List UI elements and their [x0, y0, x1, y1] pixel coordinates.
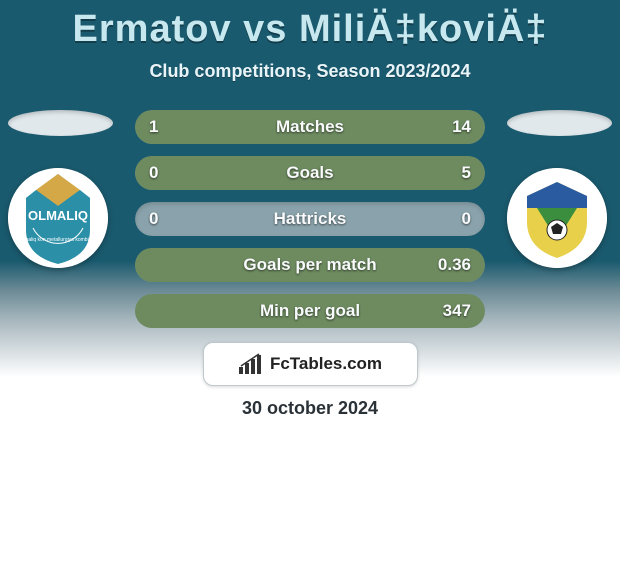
stat-label: Hattricks: [274, 209, 347, 229]
crest-icon: [507, 168, 607, 268]
subtitle: Club competitions, Season 2023/2024: [0, 61, 620, 82]
stat-value-left: 0: [149, 163, 158, 183]
stat-row: Goals per match 0.36: [135, 248, 485, 282]
stat-value-right: 0.36: [438, 255, 471, 275]
right-team-badge: [507, 168, 607, 268]
stat-row: 1 Matches 14: [135, 110, 485, 144]
date-label: 30 october 2024: [0, 398, 620, 419]
stats-list: 1 Matches 14 0 Goals 5 0 Hattricks 0 Goals per ma…: [135, 110, 485, 328]
stat-label: Goals: [286, 163, 333, 183]
svg-text:Olmaliq kon metallurgiya kombi: Olmaliq kon metallurgiya kombinati: [19, 237, 97, 243]
left-team-badge: OLMALIQ Olmaliq kon metallurgiya kombina…: [8, 168, 108, 268]
comparison-main: OLMALIQ Olmaliq kon metallurgiya kombina…: [0, 110, 620, 419]
player-silhouette-left: [8, 110, 113, 136]
stat-label: Goals per match: [243, 255, 376, 275]
stat-value-right: 347: [443, 301, 471, 321]
stat-value-right: 5: [462, 163, 471, 183]
stat-value-left: 0: [149, 209, 158, 229]
stat-row: 0 Hattricks 0: [135, 202, 485, 236]
stat-value-right: 14: [452, 117, 471, 137]
stat-value-right: 0: [462, 209, 471, 229]
stat-label: Matches: [276, 117, 344, 137]
right-team-col: [507, 110, 612, 268]
svg-text:OLMALIQ: OLMALIQ: [28, 208, 88, 223]
stat-row: 0 Goals 5: [135, 156, 485, 190]
shield-icon: OLMALIQ Olmaliq kon metallurgiya kombina…: [8, 168, 108, 268]
stat-label: Min per goal: [260, 301, 360, 321]
brand-badge[interactable]: FcTables.com: [203, 342, 418, 386]
brand-label: FcTables.com: [270, 354, 382, 374]
page-title: Ermatov vs MiliÄ‡koviÄ‡: [0, 0, 620, 51]
stat-value-left: 1: [149, 117, 158, 137]
stat-row: Min per goal 347: [135, 294, 485, 328]
player-silhouette-right: [507, 110, 612, 136]
left-team-col: OLMALIQ Olmaliq kon metallurgiya kombina…: [8, 110, 113, 268]
bars-icon: [238, 353, 264, 375]
